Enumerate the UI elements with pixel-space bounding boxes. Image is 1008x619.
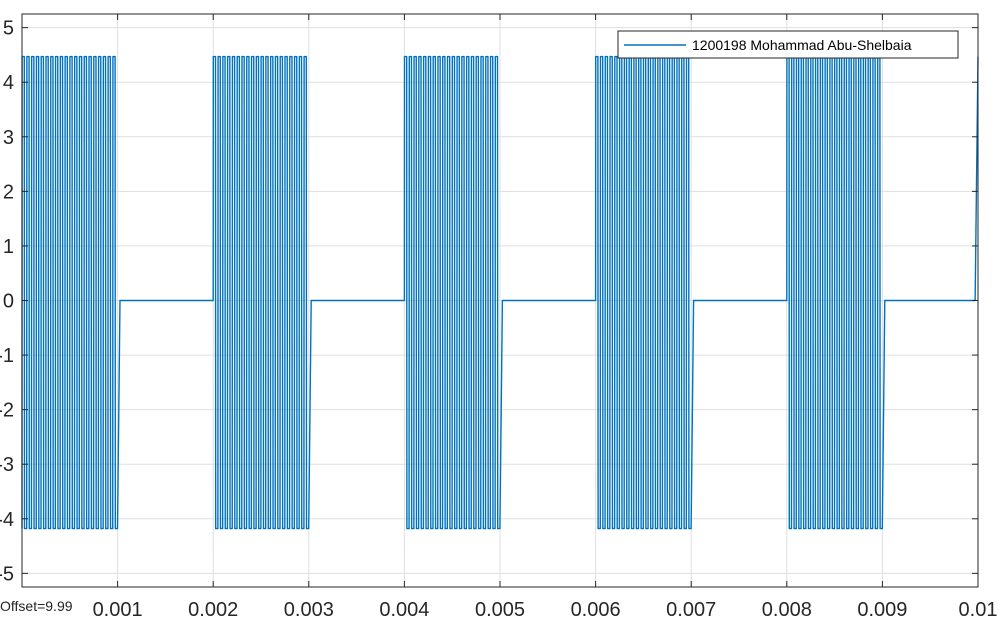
y-tick-label: 0 bbox=[3, 291, 14, 313]
legend: 1200198 Mohammad Abu-Shelbaia bbox=[617, 30, 959, 59]
y-tick-label: 1 bbox=[3, 236, 14, 258]
x-tick-label: 0.01 bbox=[959, 599, 998, 619]
legend-entry-label: 1200198 Mohammad Abu-Shelbaia bbox=[692, 37, 912, 53]
x-tick-label: 0.001 bbox=[93, 599, 143, 619]
y-axis: 5 4 3 2 1 0 -1 -2 -3 -4 -5 bbox=[0, 18, 978, 585]
y-tick-label: -3 bbox=[0, 454, 14, 476]
x-axis: 0.001 0.002 0.003 0.004 0.005 0.006 0.007 0.008… bbox=[21, 14, 998, 619]
y-tick-label: 5 bbox=[3, 18, 14, 40]
y-tick-label: -1 bbox=[0, 345, 14, 367]
x-tick-label: 0.008 bbox=[762, 599, 812, 619]
x-tick-label: 0.004 bbox=[379, 599, 429, 619]
series-line-1200198 bbox=[21, 55, 979, 530]
offset-label: Offset=9.99 bbox=[0, 598, 73, 614]
x-tick-label: 0.002 bbox=[188, 599, 238, 619]
series-layer bbox=[21, 55, 979, 530]
y-tick-label: -5 bbox=[0, 563, 14, 585]
y-tick-label: -2 bbox=[0, 400, 14, 422]
x-tick-label: 0.006 bbox=[571, 599, 621, 619]
y-tick-label: 3 bbox=[3, 127, 14, 149]
y-tick-label: -4 bbox=[0, 509, 14, 531]
y-tick-label: 2 bbox=[3, 181, 14, 203]
x-tick-label: 0.009 bbox=[857, 599, 907, 619]
y-tick-label: 4 bbox=[3, 72, 14, 94]
x-tick-label: 0.003 bbox=[284, 599, 334, 619]
x-tick-label: 0.007 bbox=[666, 599, 716, 619]
x-tick-label: 0.005 bbox=[475, 599, 525, 619]
